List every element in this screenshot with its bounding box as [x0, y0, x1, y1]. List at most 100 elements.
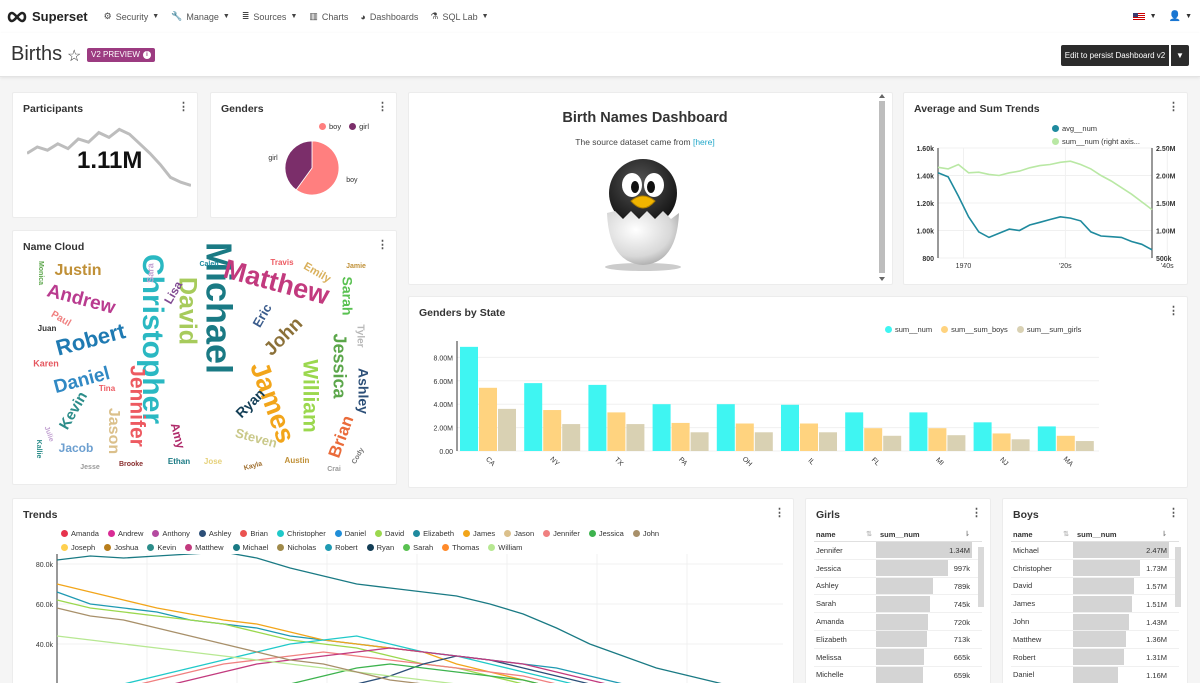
more-options-icon[interactable]: ⋮ — [1168, 305, 1179, 317]
table-row[interactable]: Michael 2.47M — [1011, 542, 1179, 560]
series-line-christopher[interactable] — [57, 635, 723, 683]
bar-sum__num[interactable] — [652, 404, 671, 451]
bar-sum__num[interactable] — [716, 404, 735, 451]
legend-item-john[interactable]: John — [632, 529, 659, 538]
bar-sum__num[interactable] — [460, 346, 478, 451]
legend-item-william[interactable]: William — [488, 543, 522, 552]
cloud-word[interactable]: Tina — [99, 384, 116, 393]
legend-item-sarah[interactable]: Sarah — [403, 543, 433, 552]
cloud-word[interactable]: Austin — [285, 456, 310, 465]
bar-sum__num[interactable] — [1037, 426, 1056, 451]
sort-icon[interactable]: ⇅ — [1063, 530, 1069, 538]
bar-sum__sum_girls[interactable] — [1011, 439, 1030, 451]
cloud-word[interactable]: Sarah — [339, 277, 355, 316]
series-line-william[interactable] — [56, 635, 723, 683]
legend-item-avg-num[interactable]: avg__num — [1052, 122, 1140, 135]
bar-sum__sum_boys[interactable] — [735, 423, 754, 452]
cloud-word[interactable]: Jamie — [346, 263, 366, 270]
cloud-word[interactable]: Michael — [198, 242, 239, 374]
bar-sum__sum_boys[interactable] — [992, 433, 1011, 451]
cloud-word[interactable]: Amy — [168, 421, 188, 450]
table-row[interactable]: James 1.51M — [1011, 595, 1179, 614]
more-options-icon[interactable]: ⋮ — [1168, 507, 1179, 519]
legend-item-brian[interactable]: Brian — [240, 529, 268, 538]
table-row[interactable]: Matthew 1.36M — [1011, 631, 1179, 649]
more-options-icon[interactable]: ⋮ — [377, 239, 388, 251]
cloud-word[interactable]: Kayla — [243, 461, 263, 473]
chevron-down-icon[interactable]: ▼ — [1149, 13, 1157, 20]
pie-slice-girl[interactable] — [284, 140, 313, 191]
column-header-name[interactable]: name ⇅ — [814, 530, 876, 539]
series-line[interactable] — [937, 172, 1153, 251]
bar-sum__num[interactable] — [588, 384, 607, 451]
legend-item-joseph[interactable]: Joseph — [61, 543, 95, 552]
table-row[interactable]: John 1.43M — [1011, 613, 1179, 631]
chevron-down-icon[interactable]: ▼ — [1185, 13, 1192, 20]
more-options-icon[interactable]: ⋮ — [377, 101, 388, 113]
series-line-jessica[interactable] — [57, 663, 723, 683]
bar-sum__sum_girls[interactable] — [883, 435, 902, 451]
table-row[interactable]: Amanda 720k — [814, 613, 982, 631]
bar-sum__sum_boys[interactable] — [607, 412, 626, 451]
table-row[interactable]: Jessica 997k — [814, 560, 982, 578]
cloud-word[interactable]: Juan — [38, 324, 57, 333]
legend-item-amanda[interactable]: Amanda — [61, 529, 99, 538]
legend-item-sum-boys[interactable]: sum__sum_boys — [941, 325, 1008, 334]
legend-item-jessica[interactable]: Jessica — [588, 529, 624, 538]
cloud-word[interactable]: Justin — [54, 262, 101, 279]
cloud-word[interactable]: Ashley — [355, 368, 371, 414]
bar-sum__sum_boys[interactable] — [800, 423, 818, 452]
nav-item-sql-lab[interactable]: ⚗ SQL Lab ▼ — [430, 11, 488, 22]
dashboard-actions-dropdown[interactable]: ▼ — [1171, 45, 1189, 66]
bar-sum__sum_girls[interactable] — [626, 424, 645, 451]
cloud-word[interactable]: Christopher — [136, 254, 169, 424]
table-row[interactable]: Jennifer 1.34M — [814, 542, 982, 560]
cloud-word[interactable]: Julie — [43, 425, 55, 442]
cloud-word[interactable]: William — [298, 359, 321, 432]
table-scrollbar[interactable] — [978, 547, 984, 607]
series-line-robert[interactable] — [56, 591, 723, 683]
series-line-james[interactable] — [56, 583, 723, 683]
bar-sum__num[interactable] — [781, 404, 799, 451]
sort-icon[interactable]: ⇅ — [866, 530, 872, 538]
series-line-jennifer[interactable] — [57, 651, 723, 683]
legend-item-david[interactable]: David — [374, 529, 404, 538]
series-line-john[interactable] — [56, 607, 723, 683]
bar-sum__sum_boys[interactable] — [543, 410, 562, 451]
cloud-word[interactable]: Jason — [105, 408, 122, 454]
series-line-matthew[interactable] — [57, 647, 723, 683]
legend-item-kevin[interactable]: Kevin — [147, 543, 176, 552]
favorite-star-icon[interactable]: ☆ — [67, 48, 82, 65]
bar-sum__sum_girls[interactable] — [1075, 441, 1094, 451]
bar-sum__num[interactable] — [524, 383, 543, 451]
us-flag-icon[interactable] — [1132, 12, 1145, 21]
table-row[interactable]: Robert 1.31M — [1011, 649, 1179, 667]
legend-item-jennifer[interactable]: Jennifer — [543, 529, 580, 538]
bar-sum__sum_boys[interactable] — [864, 428, 883, 451]
v2-preview-badge[interactable]: V2 PREVIEW i — [87, 48, 155, 62]
table-row[interactable]: Melissa 665k — [814, 649, 982, 667]
page-title[interactable]: Births — [11, 43, 63, 65]
cloud-word[interactable]: Ethan — [168, 457, 190, 466]
bar-sum__sum_girls[interactable] — [819, 432, 837, 451]
table-row[interactable]: Michelle 659k — [814, 666, 982, 683]
legend-item-sum-girls[interactable]: sum__sum_girls — [1016, 325, 1081, 334]
bar-sum__sum_girls[interactable] — [947, 435, 966, 451]
series-line-michael[interactable] — [56, 554, 723, 683]
edit-dashboard-button[interactable]: Edit to persist Dashboard v2 — [1061, 45, 1169, 66]
bar-sum__sum_boys[interactable] — [671, 422, 690, 451]
legend-item-boy[interactable]: boy — [319, 122, 341, 131]
bar-sum__num[interactable] — [909, 412, 928, 451]
markdown-scrollbar[interactable] — [878, 93, 886, 283]
bar-sum__sum_boys[interactable] — [928, 428, 947, 451]
cloud-word[interactable]: Kallie — [35, 440, 42, 459]
bar-sum__sum_boys[interactable] — [1056, 435, 1075, 451]
legend-item-james[interactable]: James — [463, 529, 495, 538]
more-options-icon[interactable]: ⋮ — [774, 507, 785, 519]
legend-item-jason[interactable]: Jason — [504, 529, 534, 538]
nav-item-security[interactable]: ⚙ Security ▼ — [104, 11, 160, 22]
legend-item-sum-num[interactable]: sum__num — [885, 325, 932, 334]
brand[interactable]: Superset — [6, 9, 88, 24]
user-icon[interactable]: 👤 — [1168, 11, 1182, 22]
pie-slice-boy[interactable] — [295, 140, 340, 196]
